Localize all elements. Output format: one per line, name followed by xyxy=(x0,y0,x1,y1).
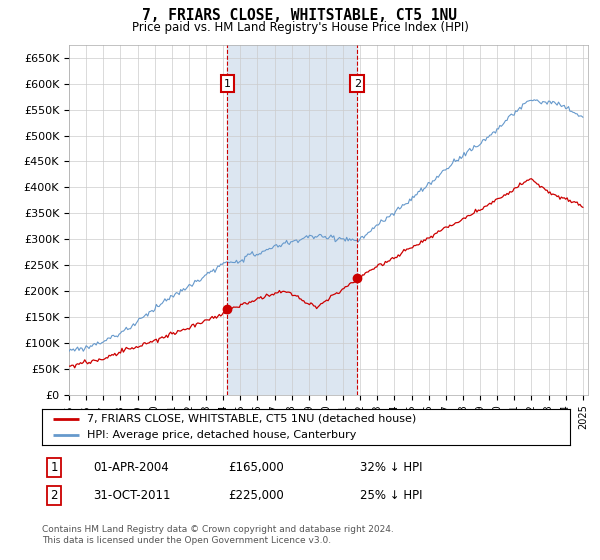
Text: 7, FRIARS CLOSE, WHITSTABLE, CT5 1NU: 7, FRIARS CLOSE, WHITSTABLE, CT5 1NU xyxy=(143,8,458,24)
Text: 01-APR-2004: 01-APR-2004 xyxy=(93,461,169,474)
Text: Contains HM Land Registry data © Crown copyright and database right 2024.: Contains HM Land Registry data © Crown c… xyxy=(42,525,394,534)
Text: 2: 2 xyxy=(50,489,58,502)
Text: £225,000: £225,000 xyxy=(228,489,284,502)
Text: £165,000: £165,000 xyxy=(228,461,284,474)
Text: 32% ↓ HPI: 32% ↓ HPI xyxy=(360,461,422,474)
Text: This data is licensed under the Open Government Licence v3.0.: This data is licensed under the Open Gov… xyxy=(42,536,331,545)
Text: Price paid vs. HM Land Registry's House Price Index (HPI): Price paid vs. HM Land Registry's House … xyxy=(131,21,469,34)
Text: 1: 1 xyxy=(50,461,58,474)
Text: HPI: Average price, detached house, Canterbury: HPI: Average price, detached house, Cant… xyxy=(87,431,356,440)
Text: 1: 1 xyxy=(224,79,231,88)
Bar xyxy=(227,45,357,395)
Text: 2: 2 xyxy=(354,79,361,88)
Text: 25% ↓ HPI: 25% ↓ HPI xyxy=(360,489,422,502)
Text: 31-OCT-2011: 31-OCT-2011 xyxy=(93,489,170,502)
Text: 7, FRIARS CLOSE, WHITSTABLE, CT5 1NU (detached house): 7, FRIARS CLOSE, WHITSTABLE, CT5 1NU (de… xyxy=(87,414,416,423)
